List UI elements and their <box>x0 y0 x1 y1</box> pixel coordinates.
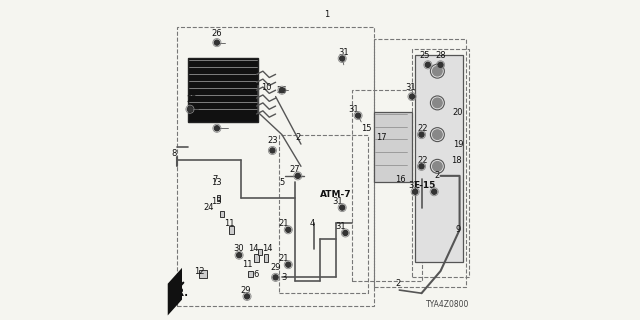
Circle shape <box>438 62 443 68</box>
Circle shape <box>356 113 360 118</box>
Text: 9: 9 <box>456 225 461 234</box>
Text: 27: 27 <box>289 165 300 174</box>
Circle shape <box>273 275 278 280</box>
Text: 7: 7 <box>212 174 218 184</box>
Text: 20: 20 <box>452 108 463 117</box>
Bar <box>254 254 259 262</box>
Circle shape <box>285 227 291 232</box>
Circle shape <box>340 56 345 61</box>
Circle shape <box>237 252 242 258</box>
Text: 1: 1 <box>324 10 329 19</box>
Text: 2: 2 <box>395 279 401 288</box>
Bar <box>279 135 367 293</box>
Bar <box>188 59 258 122</box>
Text: 18: 18 <box>451 156 461 164</box>
Circle shape <box>270 148 275 153</box>
Bar <box>198 270 207 278</box>
Polygon shape <box>168 268 182 316</box>
Text: 15: 15 <box>361 124 371 133</box>
Text: 31: 31 <box>408 181 419 190</box>
Text: 29: 29 <box>240 285 251 295</box>
Text: 3: 3 <box>281 273 286 282</box>
Circle shape <box>280 88 284 93</box>
Bar <box>258 249 262 255</box>
Text: 23: 23 <box>186 95 197 104</box>
Text: 28: 28 <box>435 51 446 60</box>
Text: 10: 10 <box>261 83 271 92</box>
Circle shape <box>431 189 436 194</box>
Circle shape <box>410 94 415 99</box>
Bar <box>352 90 422 281</box>
Text: ATM-7: ATM-7 <box>320 190 351 199</box>
Text: 21: 21 <box>278 254 289 263</box>
Text: 22: 22 <box>418 156 428 164</box>
Text: 22: 22 <box>418 124 428 133</box>
Text: 31: 31 <box>335 222 346 231</box>
Text: 25: 25 <box>419 51 430 60</box>
Text: 14: 14 <box>262 244 273 253</box>
Text: 29: 29 <box>270 263 281 272</box>
Bar <box>228 226 234 234</box>
Bar <box>264 254 268 262</box>
Circle shape <box>285 262 291 267</box>
Circle shape <box>426 62 430 68</box>
Circle shape <box>343 230 348 236</box>
Text: 13: 13 <box>212 178 222 187</box>
Text: 6: 6 <box>254 270 259 279</box>
Text: 12: 12 <box>194 267 205 276</box>
Circle shape <box>419 132 424 137</box>
Text: E-15: E-15 <box>413 181 436 190</box>
Text: 8: 8 <box>172 149 177 158</box>
Circle shape <box>295 173 300 178</box>
Circle shape <box>244 294 250 299</box>
Bar <box>374 112 412 182</box>
Text: 11: 11 <box>225 219 235 228</box>
Text: 31: 31 <box>405 83 416 92</box>
Text: 19: 19 <box>452 140 463 148</box>
Text: 21: 21 <box>278 219 289 228</box>
Bar <box>412 49 469 277</box>
Text: 24: 24 <box>203 203 214 212</box>
Text: 13: 13 <box>212 197 222 206</box>
Text: 14: 14 <box>248 244 259 253</box>
Circle shape <box>433 162 442 171</box>
Text: FR.: FR. <box>170 288 188 298</box>
Circle shape <box>433 130 442 140</box>
Circle shape <box>340 205 345 210</box>
Circle shape <box>188 107 193 112</box>
Text: 5: 5 <box>279 178 285 187</box>
Text: 11: 11 <box>242 260 252 269</box>
Circle shape <box>419 164 424 169</box>
Circle shape <box>433 98 442 108</box>
Bar <box>248 271 253 277</box>
Text: 26: 26 <box>212 114 222 123</box>
Text: 31: 31 <box>339 48 349 57</box>
Circle shape <box>413 189 418 194</box>
Text: 2: 2 <box>434 172 440 180</box>
Text: 31: 31 <box>332 197 343 206</box>
Text: 4: 4 <box>310 219 315 228</box>
Text: 31: 31 <box>348 105 358 114</box>
Text: 30: 30 <box>234 244 244 253</box>
Circle shape <box>214 40 220 45</box>
Bar <box>374 39 466 287</box>
Text: 16: 16 <box>396 174 406 184</box>
Text: TYA4Z0800: TYA4Z0800 <box>426 300 469 309</box>
Circle shape <box>214 126 220 131</box>
Text: 23: 23 <box>267 136 278 146</box>
Text: 26: 26 <box>212 28 222 38</box>
Text: 2: 2 <box>295 133 300 142</box>
Bar <box>415 55 463 261</box>
Circle shape <box>433 67 442 76</box>
Bar <box>220 211 223 217</box>
Bar <box>177 27 374 306</box>
Text: 26: 26 <box>276 86 287 95</box>
Text: 17: 17 <box>376 133 387 142</box>
Bar <box>216 195 220 201</box>
